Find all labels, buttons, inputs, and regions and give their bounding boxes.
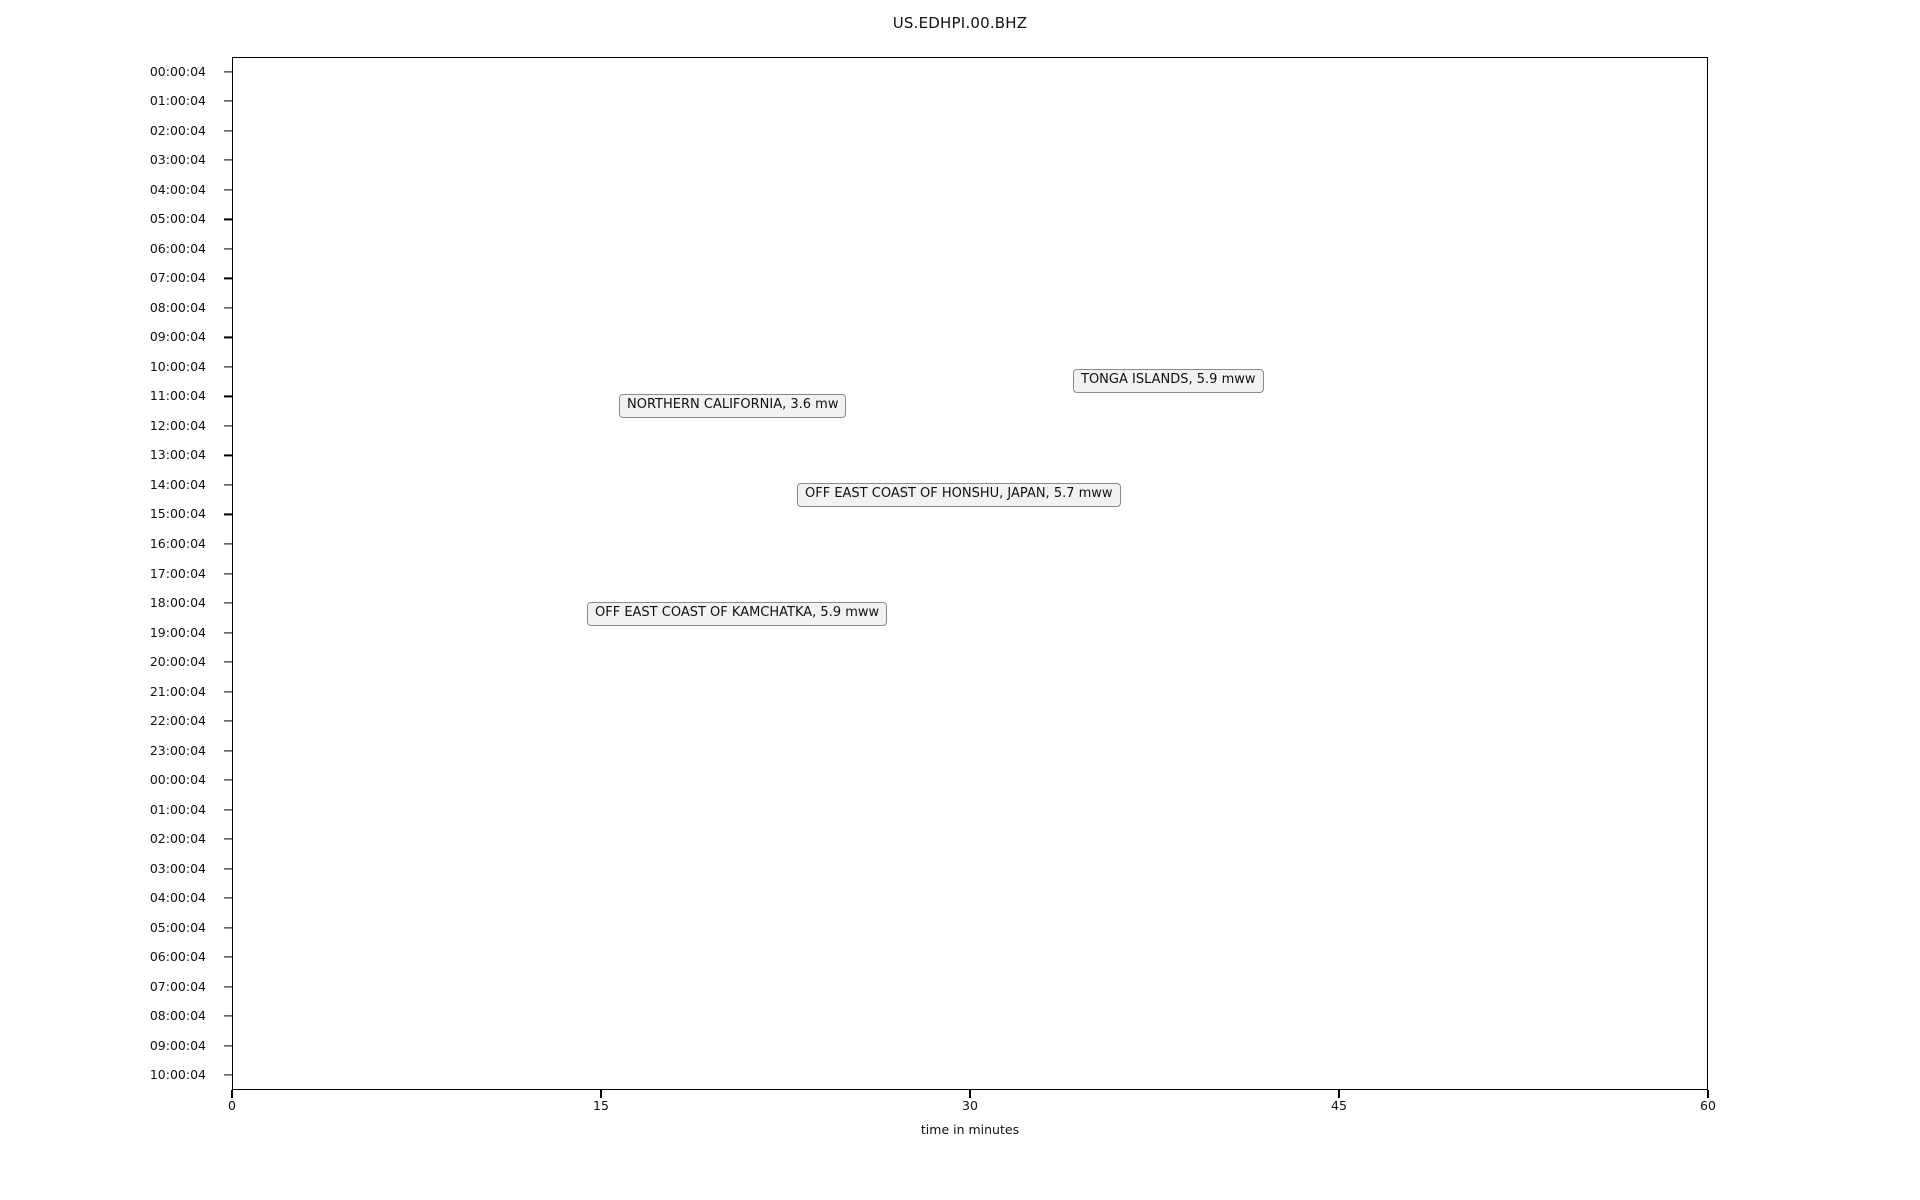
- y-axis-tick-mark: [224, 661, 232, 663]
- x-axis-tick-mark: [231, 1090, 233, 1098]
- y-axis-tick-mark: [224, 779, 232, 781]
- y-axis-tick-mark: [224, 897, 232, 899]
- event-annotation-label[interactable]: OFF EAST COAST OF KAMCHATKA, 5.9 mww: [587, 602, 888, 626]
- y-axis-tick-mark: [224, 484, 232, 486]
- event-annotation-label[interactable]: OFF EAST COAST OF HONSHU, JAPAN, 5.7 mww: [797, 483, 1121, 507]
- y-axis-tick-label: 11:00:04: [149, 388, 206, 404]
- y-axis-tick-label: 21:00:04: [149, 683, 206, 699]
- y-axis-tick-mark: [224, 513, 232, 516]
- y-axis-tick-mark: [224, 1045, 232, 1047]
- y-axis-tick-mark: [224, 986, 232, 988]
- y-axis-tick-label: 08:00:04: [149, 1007, 206, 1023]
- y-axis-tick-mark: [224, 366, 232, 368]
- y-axis-tick-label: 00:00:04: [149, 63, 206, 79]
- y-axis-tick-label: 03:00:04: [149, 152, 206, 168]
- y-axis-tick-mark: [224, 1015, 232, 1017]
- x-axis-tick-mark: [600, 1090, 602, 1098]
- y-axis-tick-mark: [224, 956, 232, 958]
- y-axis-tick-label: 03:00:04: [149, 860, 206, 876]
- y-axis-tick-mark: [224, 572, 232, 575]
- x-axis-tick-label: 30: [962, 1098, 978, 1113]
- y-axis-tick-label: 07:00:04: [149, 270, 206, 286]
- y-axis-tick-label: 07:00:04: [149, 978, 206, 994]
- plot-frame: [232, 57, 1708, 1090]
- y-axis-tick-mark: [224, 809, 232, 811]
- y-axis-tick-label: 20:00:04: [149, 653, 206, 669]
- y-axis-tick-label: 23:00:04: [149, 742, 206, 758]
- y-axis-tick-mark: [224, 336, 232, 338]
- y-axis-tick-label: 18:00:04: [149, 594, 206, 610]
- x-axis-label: time in minutes: [920, 1122, 1020, 1137]
- y-axis-tick-label: 13:00:04: [149, 447, 206, 463]
- y-axis-tick-label: 01:00:04: [149, 93, 206, 109]
- y-axis-tick-label: 04:00:04: [149, 181, 206, 197]
- y-axis-tick-label: 02:00:04: [149, 830, 206, 846]
- y-axis-tick-mark: [224, 543, 232, 545]
- y-axis-tick-mark: [224, 602, 232, 604]
- y-axis-tick-label: 09:00:04: [149, 1037, 206, 1053]
- y-axis-tick-label: 02:00:04: [149, 122, 206, 138]
- y-axis-tick-mark: [224, 218, 232, 220]
- x-axis-tick-label: 15: [593, 1098, 609, 1113]
- y-axis-tick-label: 06:00:04: [149, 240, 206, 256]
- y-axis-tick-mark: [224, 395, 232, 397]
- y-axis-tick-label: 16:00:04: [149, 535, 206, 551]
- y-axis-tick-mark: [224, 248, 232, 250]
- y-axis-tick-label: 00:00:04: [149, 771, 206, 787]
- plot-area[interactable]: [232, 57, 1708, 1090]
- y-axis-tick-mark: [224, 631, 232, 634]
- event-annotation-label[interactable]: NORTHERN CALIFORNIA, 3.6 mw: [619, 394, 847, 418]
- y-axis-tick-label: 05:00:04: [149, 211, 206, 227]
- y-axis-tick-label: 14:00:04: [149, 476, 206, 492]
- x-axis-tick-label: 0: [228, 1098, 236, 1113]
- y-axis-tick-mark: [224, 720, 232, 722]
- y-axis-tick-mark: [224, 690, 232, 693]
- y-axis-tick-mark: [224, 454, 232, 457]
- y-axis-tick-label: 12:00:04: [149, 417, 206, 433]
- y-axis-tick-label: 17:00:04: [149, 565, 206, 581]
- page-title: US.EDHPI.00.BHZ: [892, 14, 1028, 32]
- y-axis-tick-mark: [224, 425, 232, 427]
- y-axis-tick-label: 15:00:04: [149, 506, 206, 522]
- y-axis-tick-label: 19:00:04: [149, 624, 206, 640]
- y-axis-tick-label: 06:00:04: [149, 948, 206, 964]
- y-axis-tick-label: 05:00:04: [149, 919, 206, 935]
- y-axis-tick-label: 09:00:04: [149, 329, 206, 345]
- y-axis-tick-mark: [224, 189, 232, 191]
- y-axis-tick-label: 08:00:04: [149, 299, 206, 315]
- y-axis-tick-mark: [224, 100, 232, 102]
- y-axis-tick-mark: [224, 130, 232, 132]
- y-axis-tick-mark: [224, 838, 232, 840]
- y-axis-tick-label: 04:00:04: [149, 889, 206, 905]
- y-axis-tick-label: 10:00:04: [149, 358, 206, 374]
- y-axis-tick-mark: [224, 307, 232, 309]
- y-axis-tick-mark: [224, 1074, 232, 1076]
- x-axis-tick-mark: [969, 1090, 971, 1098]
- y-axis-tick-mark: [224, 749, 232, 752]
- y-axis-tick-label: 22:00:04: [149, 712, 206, 728]
- y-axis-tick-mark: [224, 868, 232, 870]
- x-axis-tick-label: 60: [1700, 1098, 1716, 1113]
- y-axis-tick-label: 01:00:04: [149, 801, 206, 817]
- y-axis-tick-mark: [224, 71, 232, 73]
- event-annotation-label[interactable]: TONGA ISLANDS, 5.9 mww: [1073, 369, 1264, 393]
- x-axis-tick-label: 45: [1331, 1098, 1347, 1113]
- x-axis-tick-mark: [1338, 1090, 1340, 1098]
- y-axis-tick-mark: [224, 277, 232, 279]
- y-axis-tick-mark: [224, 927, 232, 929]
- y-axis-tick-label: 10:00:04: [149, 1066, 206, 1082]
- x-axis-tick-mark: [1707, 1090, 1709, 1098]
- y-axis-tick-mark: [224, 159, 232, 161]
